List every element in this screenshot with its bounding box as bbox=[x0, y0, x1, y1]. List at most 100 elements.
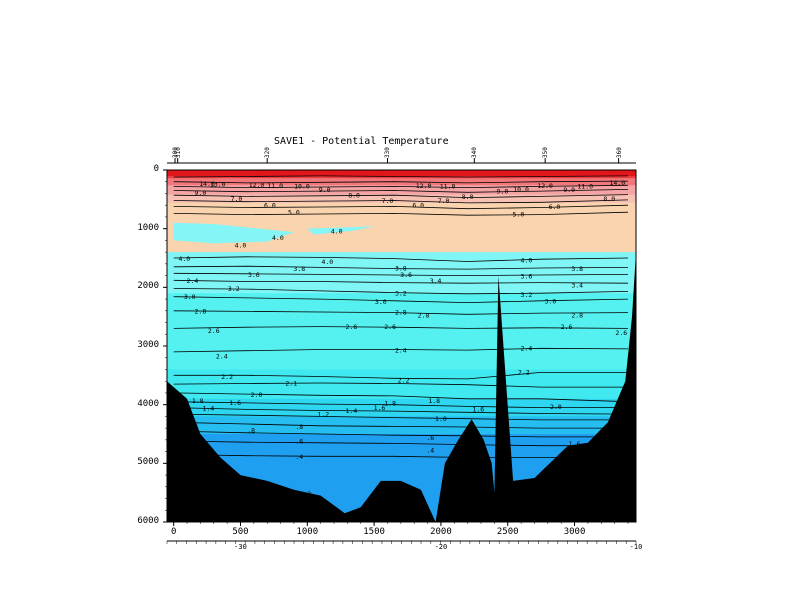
contour-label-16: 8.0 bbox=[462, 193, 474, 201]
contour-label-20: 7.0 bbox=[438, 197, 450, 205]
contour-label-72: 1.4 bbox=[203, 405, 215, 413]
contour-label-25: 5.0 bbox=[513, 211, 525, 219]
isotherm-16 bbox=[173, 347, 629, 353]
contour-label-43: 3.2 bbox=[521, 291, 533, 299]
station-label: 360 bbox=[615, 147, 623, 158]
contour-label-3: 12.0 bbox=[249, 181, 265, 189]
contour-label-73: 1.4 bbox=[346, 407, 358, 415]
contour-label-4: 12.0 bbox=[416, 182, 432, 190]
x-tick-label: 2000 bbox=[430, 527, 452, 537]
x-tick-label: 2500 bbox=[496, 527, 519, 537]
contour-label-31: 4.0 bbox=[521, 256, 533, 264]
station-label: 310 bbox=[174, 147, 182, 158]
x-tick-label: 1000 bbox=[296, 527, 319, 537]
contour-label-36: 3.6 bbox=[400, 271, 412, 279]
contour-label-50: 2.8 bbox=[571, 311, 583, 319]
contour-label-76: .8 bbox=[247, 426, 255, 434]
contour-label-1: 14.0 bbox=[609, 179, 625, 187]
cold-intrusion-central bbox=[307, 226, 375, 235]
contour-label-26: 4.0 bbox=[331, 228, 343, 236]
isotherm-12 bbox=[173, 288, 629, 295]
contour-label-10: 10.0 bbox=[513, 185, 529, 193]
contour-label-0: 14.0 bbox=[199, 180, 215, 188]
contour-label-49: 2.8 bbox=[418, 311, 430, 319]
isotherm-24 bbox=[173, 430, 628, 438]
contour-label-62: 2.1 bbox=[285, 379, 297, 387]
chart-title: SAVE1 - Potential Temperature bbox=[274, 136, 449, 147]
isotherm-3 bbox=[173, 189, 629, 193]
isotherm-13 bbox=[173, 296, 629, 304]
contour-label-34: 3.8 bbox=[571, 265, 583, 273]
contour-label-5: 12.0 bbox=[537, 182, 553, 190]
y-tick-label: 5000 bbox=[137, 457, 159, 468]
isotherm-25 bbox=[173, 440, 628, 447]
contour-label-52: 2.6 bbox=[346, 323, 358, 331]
contour-label-60: 2.2 bbox=[398, 377, 410, 385]
contour-label-58: 2.4 bbox=[521, 344, 533, 352]
isotherm-2 bbox=[173, 184, 629, 189]
contour-label-71: 1.6 bbox=[569, 440, 581, 448]
temp-band-4 bbox=[167, 194, 636, 204]
contour-label-63: 2.0 bbox=[251, 391, 263, 399]
contour-label-24: 5.0 bbox=[288, 209, 300, 217]
isotherm-5 bbox=[173, 199, 629, 204]
isotherm-22 bbox=[173, 413, 628, 421]
contour-label-42: 3.2 bbox=[395, 290, 407, 298]
surface-red bbox=[167, 170, 636, 176]
isotherm-19 bbox=[173, 392, 629, 403]
isotherm-15 bbox=[173, 326, 629, 329]
contour-label-67: 1.8 bbox=[428, 397, 440, 405]
isotherm-23 bbox=[173, 421, 628, 429]
contour-label-21: 6.0 bbox=[264, 202, 276, 210]
isotherm-6 bbox=[173, 204, 629, 210]
contour-label-75: 1.0 bbox=[435, 415, 447, 423]
cold-intrusion-west bbox=[173, 222, 294, 244]
contour-label-2: 13.0 bbox=[210, 181, 226, 189]
seafloor-topography bbox=[167, 252, 636, 522]
contour-label-14: 9.0 bbox=[563, 186, 575, 194]
contour-label-22: 6.0 bbox=[412, 202, 424, 210]
contour-label-15: 8.0 bbox=[348, 192, 360, 200]
contour-label-39: 3.4 bbox=[571, 281, 583, 289]
contour-label-61: 2.2 bbox=[518, 368, 530, 376]
contour-label-45: 3.0 bbox=[375, 298, 387, 306]
contour-label-29: 4.0 bbox=[178, 255, 190, 263]
contour-label-46: 3.0 bbox=[545, 297, 557, 305]
seafloor bbox=[167, 252, 636, 522]
contour-label-64: 2.0 bbox=[550, 403, 562, 411]
x-tick-label: 1500 bbox=[363, 527, 385, 537]
contour-label-65: 1.8 bbox=[192, 397, 204, 405]
temp-band-10 bbox=[167, 416, 636, 435]
station-label: 350 bbox=[542, 147, 550, 158]
temp-band-1 bbox=[167, 173, 636, 179]
contour-label-28: 4.0 bbox=[235, 242, 247, 250]
contour-label-35: 3.6 bbox=[248, 271, 260, 279]
contour-label-56: 2.4 bbox=[216, 352, 228, 360]
y-tick-label: 3000 bbox=[137, 340, 159, 350]
contour-label-59: 2.2 bbox=[221, 373, 233, 381]
contour-labels: 14.0 14.013.0 12.0 12.0 12.011.0 11.0 11.010.0… bbox=[178, 179, 627, 498]
station-label: 330 bbox=[384, 147, 392, 158]
isotherm-lines bbox=[173, 175, 629, 458]
contour-label-80: .4 bbox=[295, 453, 303, 461]
contour-label-55: 2.6 bbox=[615, 329, 627, 337]
contour-label-40: 2.4 bbox=[187, 277, 199, 285]
contour-label-48: 2.8 bbox=[395, 308, 407, 316]
contour-label-78: .6 bbox=[295, 438, 303, 446]
contour-label-8: 11.0 bbox=[577, 182, 593, 190]
contour-label-6: 11.0 bbox=[267, 182, 283, 190]
contour-label-38: 3.4 bbox=[430, 277, 442, 285]
isotherm-18 bbox=[173, 382, 628, 388]
contour-label-54: 2.6 bbox=[561, 323, 573, 331]
contour-label-77: .8 bbox=[295, 423, 303, 431]
contour-label-19: 7.0 bbox=[382, 197, 394, 205]
contour-label-47: 2.8 bbox=[195, 307, 207, 315]
contour-label-12: 9.0 bbox=[319, 186, 331, 194]
contour-label-81: .4 bbox=[426, 446, 434, 454]
y-tick-label: 6000 bbox=[137, 516, 159, 526]
isotherm-8 bbox=[173, 256, 629, 262]
latitude-tick-label: -10 bbox=[629, 543, 643, 551]
contour-label-69: 1.6 bbox=[374, 404, 386, 412]
contour-label-7: 11.0 bbox=[440, 182, 456, 190]
